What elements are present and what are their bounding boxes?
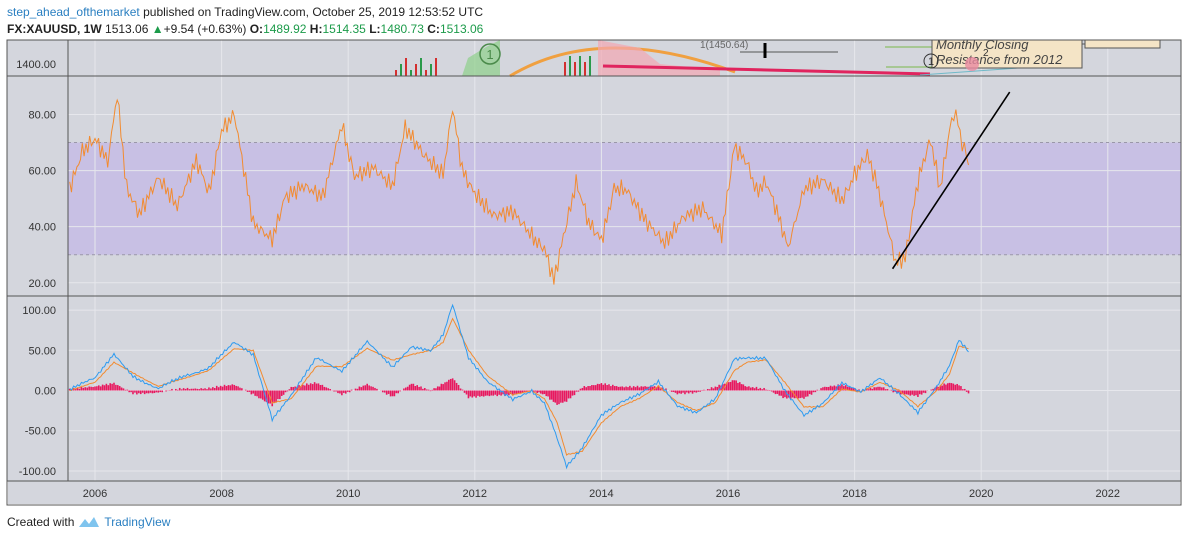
open-label: O: [249, 22, 264, 36]
macd-tick-label: 50.00 [28, 345, 56, 357]
level-label: 1(1450.64) [700, 40, 748, 51]
x-tick-label: 2014 [589, 488, 613, 500]
rsi-tick-label: 40.00 [28, 222, 56, 234]
x-tick-label: 2020 [969, 488, 993, 500]
time-axis-bg [8, 481, 1180, 504]
rsi-band [68, 142, 1181, 255]
low-value: 1480.73 [380, 22, 424, 36]
flag-icon [965, 57, 979, 71]
x-axis: 2006 2008 2010 2012 2014 2016 2018 2020 2022 [83, 488, 1120, 500]
price-change: +9.54 (+0.63%) [163, 22, 247, 36]
y-axis: 80.00 60.00 40.00 20.00 100.00 50.00 0.00 -50.0… [16, 59, 56, 478]
published-text: published on TradingView.com, October 25… [139, 5, 484, 19]
x-tick-label: 2012 [463, 488, 487, 500]
wave-circle-2 [923, 53, 939, 69]
tradingview-link[interactable]: TradingView [104, 515, 171, 529]
rsi-tick-label: 20.00 [28, 278, 56, 290]
author-link[interactable]: step_ahead_ofthemarket [7, 5, 140, 19]
rsi-line [69, 98, 969, 285]
close-label: C: [427, 22, 440, 36]
macd-panel [68, 303, 970, 470]
wave-label-2: 1 [928, 56, 934, 68]
tradingview-logo-icon [79, 517, 100, 527]
symbol: FX:XAUUSD, 1W [7, 22, 102, 36]
high-label: H: [309, 22, 323, 36]
annotation-line-2: Resistance from 2012 [936, 52, 1063, 67]
macd-tick-label: -100.00 [19, 466, 56, 478]
x-tick-label: 2006 [83, 488, 107, 500]
macd-tick-label: 100.00 [22, 305, 56, 317]
x-tick-label: 2008 [209, 488, 233, 500]
resistance-line [602, 64, 931, 76]
x-tick-label: 2016 [716, 488, 740, 500]
x-tick-label: 2010 [336, 488, 360, 500]
high-value: 1514.35 [322, 22, 366, 36]
created-with: Created with [7, 515, 75, 529]
annotation-line-1: Monthly Closing [936, 37, 1029, 52]
signal-line [69, 317, 969, 456]
rsi-trend-line [891, 91, 1011, 270]
low-label: L: [369, 22, 381, 36]
wave-label-1: 1 [486, 47, 493, 62]
rsi-tick-label: 80.00 [28, 109, 56, 121]
last-price: 1513.06 [105, 22, 149, 36]
rsi-tick-label: 60.00 [28, 166, 56, 178]
chart-border [6, 39, 1182, 506]
wave-circle [479, 43, 501, 65]
macd-line [69, 303, 969, 470]
open-value: 1489.92 [263, 22, 307, 36]
annotation-box-2 [1084, 39, 1161, 49]
x-tick-label: 2018 [842, 488, 866, 500]
up-arrow-icon: ▲ [151, 22, 164, 36]
footer: Created with TradingView [7, 515, 170, 529]
rsi-panel [69, 91, 1011, 285]
wave-label-3: 2 [983, 48, 989, 59]
annotation-box [931, 39, 1083, 69]
close-value: 1513.06 [439, 22, 484, 36]
macd-tick-label: 0.00 [35, 386, 56, 398]
publish-info: step_ahead_ofthemarket published on Trad… [7, 5, 483, 19]
symbol-info: FX:XAUUSD, 1W 1513.06 ▲+9.54 (+0.63%) O:… [7, 22, 483, 36]
x-tick-label: 2022 [1096, 488, 1120, 500]
price-tick-label: 1400.00 [16, 59, 56, 71]
macd-tick-label: -50.00 [25, 426, 56, 438]
